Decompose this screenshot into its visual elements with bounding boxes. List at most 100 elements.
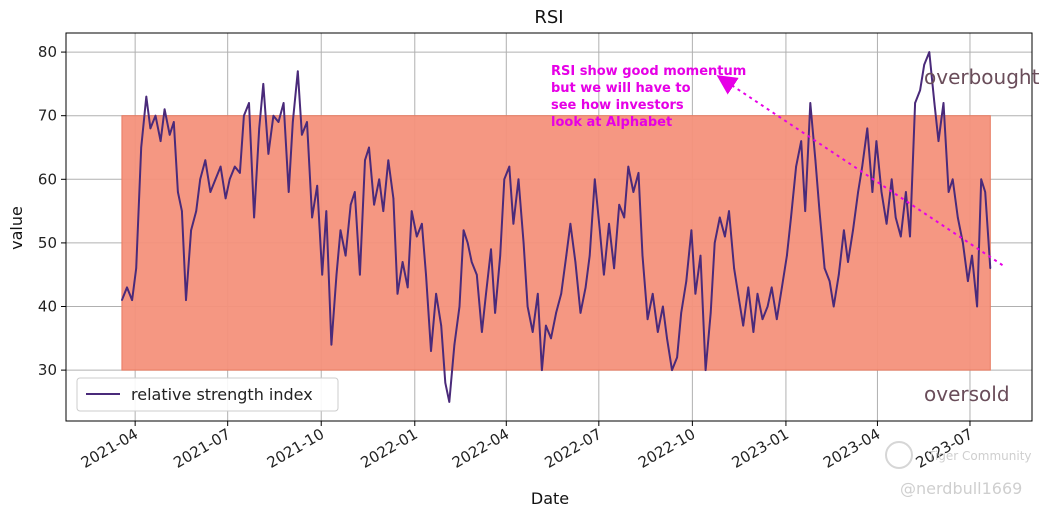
rsi-point xyxy=(814,159,817,162)
rsi-point xyxy=(671,369,673,371)
rsi-point xyxy=(522,242,525,244)
rsi-point xyxy=(942,102,945,104)
annotation-line-1: RSI show good momentum xyxy=(551,64,746,79)
rsi-point xyxy=(364,159,366,162)
rsi-point xyxy=(339,229,342,231)
rsi-point xyxy=(989,267,992,270)
rsi-point xyxy=(494,312,496,314)
rsi-point xyxy=(861,165,863,168)
y-tick-label: 50 xyxy=(38,234,57,252)
rsi-point xyxy=(618,203,620,206)
rsi-point xyxy=(795,165,797,168)
rsi-point xyxy=(790,216,792,219)
rsi-point xyxy=(145,95,148,98)
overbought-label: overbought xyxy=(924,65,1040,89)
rsi-point xyxy=(627,165,630,168)
rsi-point xyxy=(608,223,610,225)
rsi-point xyxy=(537,292,539,295)
rsi-point xyxy=(181,210,183,212)
chart-title: RSI xyxy=(534,7,563,28)
rsi-point xyxy=(641,254,644,257)
annotation-line-4: look at Alphabet xyxy=(551,115,672,130)
rsi-point xyxy=(373,203,375,206)
rsi-point xyxy=(651,292,654,295)
rsi-point xyxy=(135,267,137,270)
rsi-point xyxy=(733,267,735,270)
rsi-point xyxy=(490,248,492,251)
rsi-point xyxy=(349,203,352,206)
rsi-point xyxy=(852,229,854,231)
rsi-point xyxy=(233,165,236,168)
x-tick-label: 2022-04 xyxy=(449,425,512,472)
legend-label: relative strength index xyxy=(131,385,313,404)
rsi-point xyxy=(277,121,280,123)
x-tick-label: 2023-01 xyxy=(729,425,792,472)
rsi-point xyxy=(199,178,202,181)
y-axis-title: value xyxy=(7,206,26,250)
series-layer xyxy=(120,51,992,403)
rsi-point xyxy=(267,153,270,155)
rsi-point xyxy=(565,254,568,257)
x-tick-label: 2021-10 xyxy=(264,425,327,472)
rsi-point xyxy=(154,114,157,117)
rsi-point xyxy=(713,242,716,244)
rsi-point xyxy=(453,343,456,346)
rsi-point xyxy=(382,210,385,212)
annotation-line-2: but we will have to xyxy=(551,81,691,96)
rsi-point xyxy=(444,382,447,384)
rsi-point xyxy=(894,216,897,219)
rsi-point xyxy=(378,178,380,181)
rsi-point xyxy=(560,292,563,295)
rsi-point xyxy=(847,261,849,263)
rsi-point xyxy=(485,292,487,295)
rsi-point xyxy=(823,267,826,270)
rsi-point xyxy=(928,51,931,53)
rsi-point xyxy=(637,172,640,174)
rsi-point xyxy=(287,191,290,193)
x-tick-label: 2022-10 xyxy=(635,425,698,472)
rsi-point xyxy=(204,159,207,162)
rsi-point xyxy=(699,254,702,257)
watermark-handle: @nerdbull1669 xyxy=(900,479,1022,498)
rsi-point xyxy=(766,305,769,308)
rsi-point xyxy=(387,159,390,162)
rsi-point xyxy=(335,273,338,276)
rsi-point xyxy=(396,292,399,295)
rsi-point xyxy=(770,286,773,289)
rsi-point xyxy=(545,324,547,327)
rsi-point xyxy=(430,350,432,352)
oversold-label: oversold xyxy=(924,382,1010,406)
rsi-point xyxy=(685,280,688,282)
rsi-point xyxy=(435,292,437,295)
rsi-point xyxy=(690,229,693,231)
rsi-point xyxy=(282,102,285,104)
rsi-point xyxy=(781,286,783,289)
rsi-point xyxy=(448,401,451,403)
rsi-point xyxy=(909,235,911,238)
rsi-point xyxy=(239,172,241,174)
rsi-point xyxy=(499,254,501,257)
rsi-point xyxy=(709,312,712,314)
rsi-point xyxy=(843,229,845,231)
rsi-point xyxy=(742,324,745,327)
x-tick-label: 2022-01 xyxy=(357,425,420,472)
rsi-point xyxy=(401,261,404,263)
x-axis-title: Date xyxy=(531,489,569,508)
rsi-point xyxy=(962,242,964,244)
rsi-point xyxy=(190,229,192,231)
annotation-note: RSI show good momentum but we will have … xyxy=(551,64,746,130)
rsi-point xyxy=(440,324,443,327)
rsi-point xyxy=(470,261,473,263)
rsi-point xyxy=(481,331,483,333)
rsi-point xyxy=(228,178,231,181)
rsi-point xyxy=(185,299,187,301)
rsi-point xyxy=(804,210,807,212)
rsi-point xyxy=(937,140,940,142)
rsi-point xyxy=(724,235,726,238)
rsi-point xyxy=(131,299,133,301)
rsi-point xyxy=(359,273,361,276)
rsi-point xyxy=(632,191,635,193)
watermark: Tiger Community @nerdbull1669 xyxy=(885,441,1032,498)
rsi-point xyxy=(325,210,328,212)
rsi-point xyxy=(330,343,333,346)
